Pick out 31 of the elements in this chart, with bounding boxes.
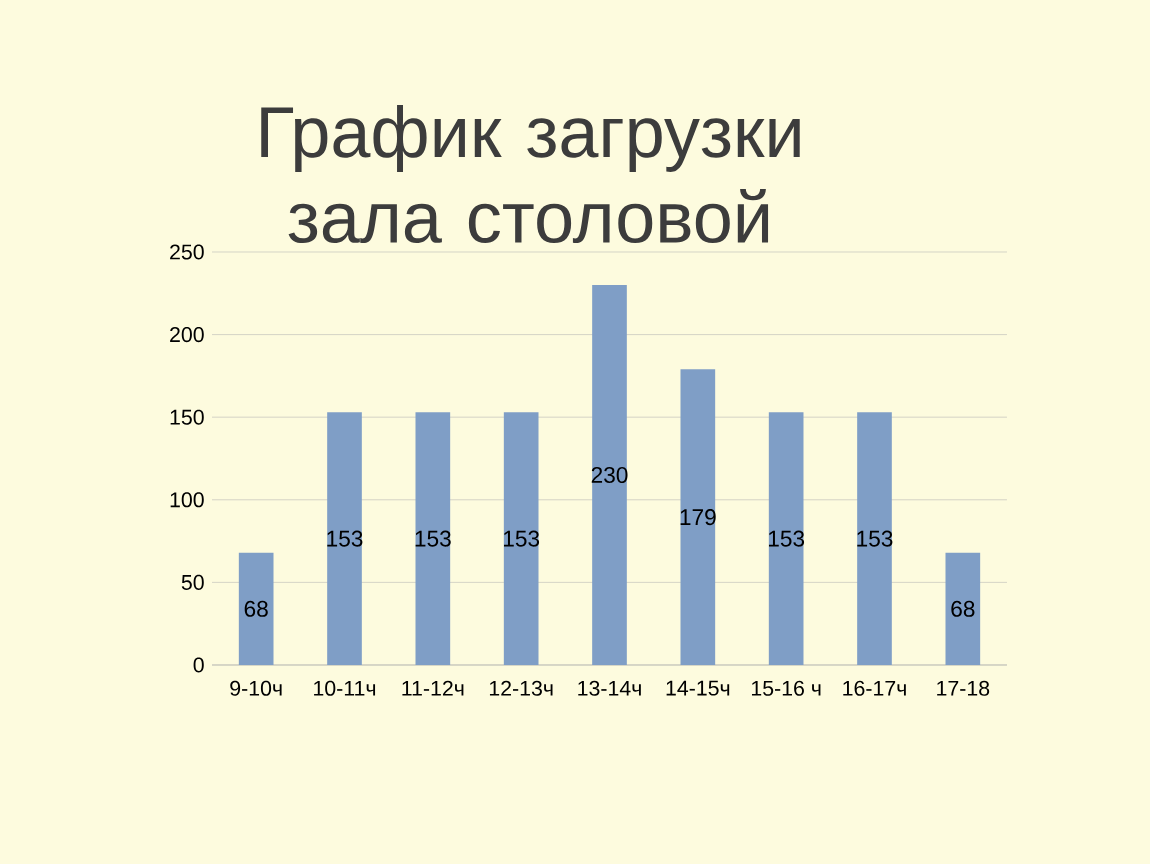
x-tick-label: 14-15ч bbox=[666, 680, 730, 696]
x-tick-label: 16-17ч bbox=[843, 680, 906, 696]
bar bbox=[503, 412, 539, 665]
x-tick-label: 12-13ч bbox=[489, 680, 553, 696]
y-tick-label: 150 bbox=[170, 409, 204, 425]
x-tick-label: 15-16 ч bbox=[751, 680, 821, 696]
x-tick-label: 13-14ч bbox=[578, 680, 641, 696]
data-label: 153 bbox=[768, 530, 805, 547]
data-label: 153 bbox=[503, 530, 540, 547]
bar bbox=[945, 552, 981, 665]
y-tick-label: 50 bbox=[181, 574, 204, 590]
data-label: 68 bbox=[951, 600, 975, 617]
y-tick-label: 100 bbox=[170, 492, 204, 508]
bar bbox=[415, 412, 451, 665]
bar bbox=[592, 285, 627, 665]
bar bbox=[768, 412, 804, 665]
x-tick-label: 9-10ч bbox=[230, 680, 282, 696]
x-tick-label: 11-12ч bbox=[402, 680, 464, 696]
x-tick-label: 17-18 bbox=[937, 680, 990, 696]
data-label: 68 bbox=[244, 600, 268, 617]
y-tick-label: 200 bbox=[170, 327, 204, 343]
chart-title: График загрузки зала столовой bbox=[261, 104, 800, 244]
x-tick-label: 10-11ч bbox=[314, 680, 376, 696]
data-label: 179 bbox=[680, 509, 716, 526]
bar bbox=[680, 369, 716, 665]
bar bbox=[327, 412, 362, 665]
y-tick-label: 250 bbox=[170, 244, 204, 260]
bar bbox=[857, 412, 892, 665]
bar bbox=[238, 552, 274, 665]
data-label: 153 bbox=[415, 530, 451, 547]
y-tick-label: 0 bbox=[193, 657, 204, 673]
